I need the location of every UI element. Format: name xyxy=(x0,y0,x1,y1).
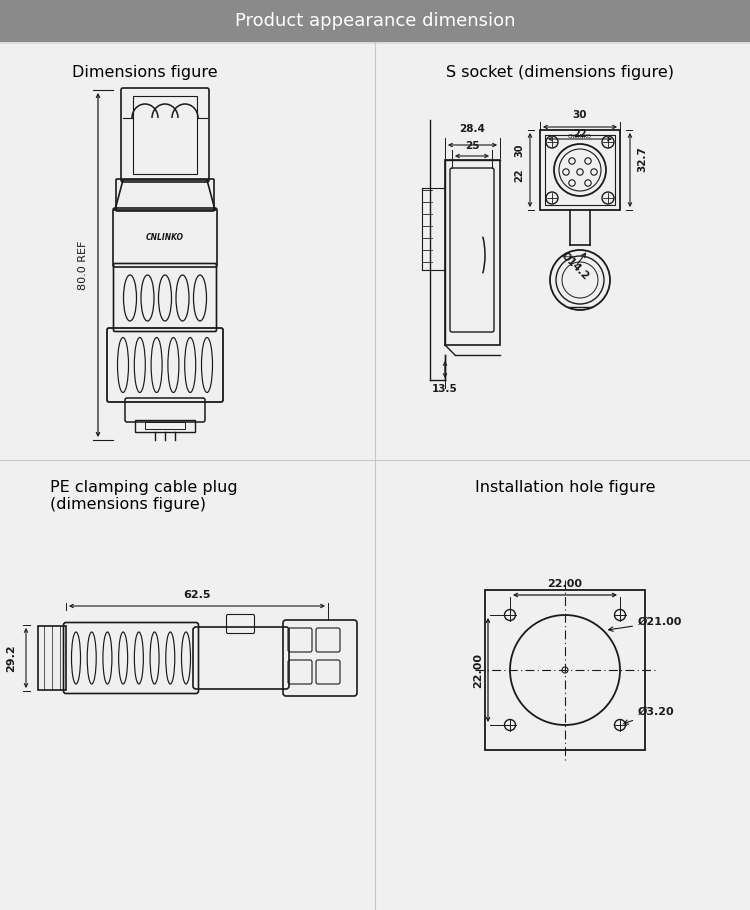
Text: 30: 30 xyxy=(573,110,587,120)
Text: 22.00: 22.00 xyxy=(548,579,583,589)
Text: Installation hole figure: Installation hole figure xyxy=(475,480,656,495)
Bar xyxy=(485,590,645,750)
Text: 22: 22 xyxy=(573,129,586,139)
Bar xyxy=(133,96,197,174)
Text: 22.00: 22.00 xyxy=(473,652,483,687)
Text: Product appearance dimension: Product appearance dimension xyxy=(235,12,515,30)
Bar xyxy=(545,135,615,205)
Text: 13.5: 13.5 xyxy=(432,384,457,394)
Text: 28.4: 28.4 xyxy=(459,124,485,134)
Text: CNLINKO: CNLINKO xyxy=(568,134,592,139)
Text: Ø3.20: Ø3.20 xyxy=(624,707,675,724)
Text: 80.0 REF: 80.0 REF xyxy=(78,240,88,289)
Text: 32.7: 32.7 xyxy=(637,147,647,172)
Bar xyxy=(145,422,185,429)
Text: Dimensions figure: Dimensions figure xyxy=(72,65,217,80)
Text: 29.2: 29.2 xyxy=(6,644,16,672)
Bar xyxy=(445,160,500,345)
Bar xyxy=(38,626,66,690)
Text: 22: 22 xyxy=(514,168,524,182)
Text: 30: 30 xyxy=(514,144,524,157)
Bar xyxy=(540,130,620,210)
Bar xyxy=(0,0,750,42)
Text: 62.5: 62.5 xyxy=(183,590,211,600)
Text: 25: 25 xyxy=(465,141,479,151)
Text: PE clamping cable plug
(dimensions figure): PE clamping cable plug (dimensions figur… xyxy=(50,480,238,512)
Text: S socket (dimensions figure): S socket (dimensions figure) xyxy=(446,65,674,80)
Text: Ø21.00: Ø21.00 xyxy=(608,617,682,632)
Text: CNLINKO: CNLINKO xyxy=(146,232,184,241)
Text: Ø14.2: Ø14.2 xyxy=(560,250,592,282)
Bar xyxy=(135,420,195,432)
